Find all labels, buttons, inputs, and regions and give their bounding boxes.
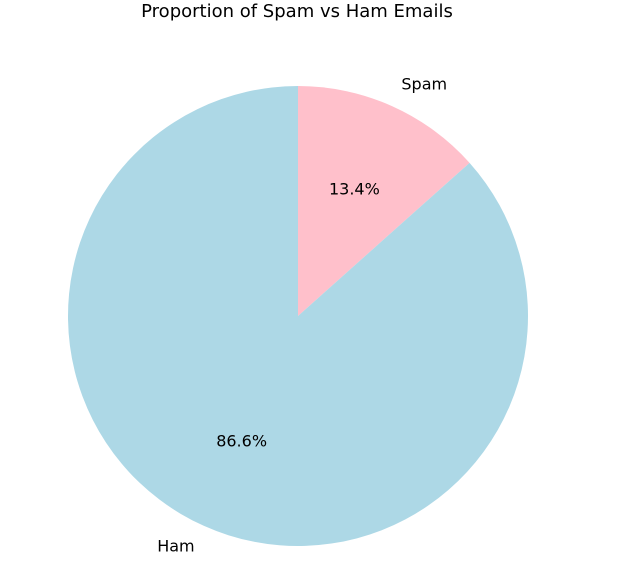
percent-label-spam: 13.4% <box>329 180 380 199</box>
category-label-spam: Spam <box>401 75 447 94</box>
pie-labels: Spam 13.4% Ham 86.6% <box>157 75 447 556</box>
category-label-ham: Ham <box>157 536 194 555</box>
pie-slices <box>68 86 529 547</box>
chart-title: Proportion of Spam vs Ham Emails <box>141 1 453 22</box>
pie-slice-ham <box>68 86 529 547</box>
pie-slice-spam <box>298 86 470 316</box>
percent-label-ham: 86.6% <box>216 431 267 450</box>
